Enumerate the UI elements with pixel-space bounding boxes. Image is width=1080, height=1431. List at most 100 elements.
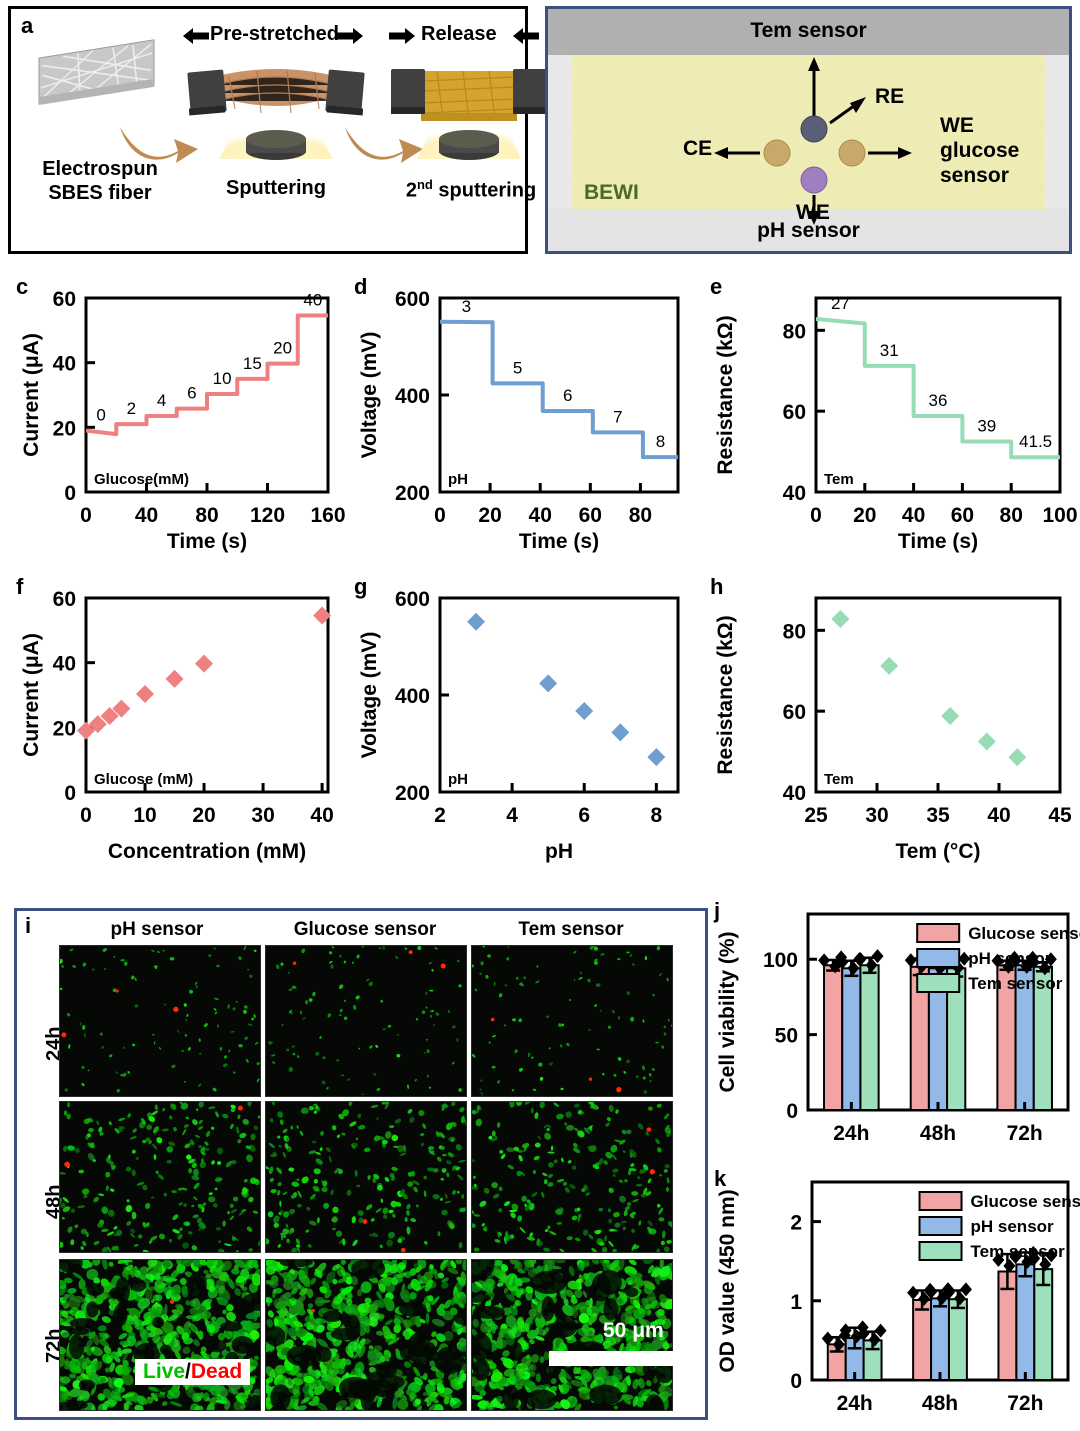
svg-text:Tem (°C): Tem (°C) — [895, 840, 980, 863]
electrospun-fiber-illustration — [38, 39, 155, 106]
panel-k: k 0 1 2 24h 48h 72h Glucose sensor pH sensor Tem … — [712, 1168, 1080, 1426]
panel-j-plot: 0 50 100 24h 48h 72h Glucose sensor pH sensor Te… — [716, 912, 1080, 1145]
svg-text:2: 2 — [434, 804, 446, 827]
svg-text:2: 2 — [790, 1212, 802, 1235]
svg-text:80: 80 — [783, 320, 806, 343]
svg-text:0: 0 — [80, 804, 92, 827]
svg-text:7: 7 — [613, 407, 622, 426]
svg-text:4: 4 — [157, 391, 166, 410]
svg-text:80: 80 — [629, 504, 652, 527]
arrow-right-icon — [337, 28, 363, 44]
svg-text:pH: pH — [545, 840, 573, 863]
svg-text:20: 20 — [53, 417, 76, 440]
svg-text:27: 27 — [831, 294, 850, 313]
bewi-label: BEWI — [584, 181, 639, 204]
panel-c-letter: c — [16, 274, 29, 299]
svg-text:48h: 48h — [922, 1392, 958, 1415]
svg-text:72h: 72h — [1007, 1122, 1043, 1145]
svg-text:Current (μA): Current (μA) — [20, 333, 43, 457]
release-label: Release — [421, 23, 497, 45]
svg-text:20: 20 — [478, 504, 501, 527]
we-glucose-sensor-label: WE glucose sensor — [940, 113, 1060, 189]
svg-text:36: 36 — [929, 391, 948, 410]
svg-text:4: 4 — [506, 804, 518, 827]
panel-f-plot: 0 10 20 30 40 0 20 40 60 Glucose (mM) Concentratio… — [20, 588, 334, 863]
tem-sensor-bar — [548, 9, 1069, 55]
svg-text:400: 400 — [395, 685, 430, 708]
svg-text:0: 0 — [96, 406, 105, 425]
svg-text:pH sensor: pH sensor — [968, 949, 1052, 968]
column-header-glucose: Glucose sensor — [293, 919, 437, 940]
micrograph-24h-2 — [471, 945, 673, 1097]
arrow-left-icon — [183, 28, 209, 44]
svg-text:Glucose sensor: Glucose sensor — [968, 924, 1080, 943]
svg-text:60: 60 — [53, 288, 76, 311]
svg-text:72h: 72h — [1007, 1392, 1043, 1415]
svg-text:Time (s): Time (s) — [519, 530, 599, 553]
svg-text:15: 15 — [243, 354, 262, 373]
svg-text:Glucose sensor: Glucose sensor — [971, 1192, 1080, 1211]
svg-text:40: 40 — [902, 504, 925, 527]
svg-text:40: 40 — [53, 353, 76, 376]
re-label: RE — [875, 85, 905, 108]
svg-text:Current (μA): Current (μA) — [20, 633, 43, 757]
svg-text:30: 30 — [251, 804, 274, 827]
second-sputtering-label: 2nd sputtering — [381, 177, 561, 203]
svg-text:1: 1 — [790, 1291, 802, 1314]
svg-text:40: 40 — [310, 804, 333, 827]
svg-text:0: 0 — [790, 1370, 802, 1393]
pre-stretched-label: Pre-stretched — [210, 23, 339, 45]
svg-text:48h: 48h — [920, 1122, 956, 1145]
svg-text:Resistance (kΩ): Resistance (kΩ) — [714, 615, 737, 774]
scalebar — [549, 1351, 701, 1366]
panel-f-letter: f — [16, 574, 24, 599]
svg-text:Voltage (mV): Voltage (mV) — [358, 332, 381, 459]
svg-text:39: 39 — [977, 416, 996, 435]
panel-c-plot: 0 40 80 120 160 0 20 40 60 0 2 4 6 10 15 20 40 Glucose(mM… — [20, 288, 346, 553]
svg-text:pH: pH — [448, 471, 468, 488]
micrograph-48h-0 — [59, 1101, 261, 1253]
release-label-group: Release — [389, 23, 549, 49]
panel-j: j 0 50 100 24h 48h 72h Glucose sensor pH sensor T… — [712, 900, 1080, 1156]
process-arrow-1-icon — [120, 127, 198, 163]
ph-sensor-label: pH sensor — [757, 219, 860, 242]
electrospun-label-line1: Electrospun — [42, 158, 158, 180]
svg-text:40: 40 — [987, 804, 1010, 827]
svg-text:200: 200 — [395, 482, 430, 505]
panel-i: i pH sensor Glucose sensor Tem sensor 24… — [14, 908, 708, 1420]
micrograph-24h-1 — [265, 945, 467, 1097]
svg-text:100: 100 — [1042, 504, 1077, 527]
svg-text:40: 40 — [783, 482, 806, 505]
svg-text:20: 20 — [192, 804, 215, 827]
svg-text:10: 10 — [213, 369, 232, 388]
micrograph-48h-1 — [265, 1101, 467, 1253]
process-arrow-2-icon — [345, 127, 423, 163]
arrow-right-icon — [389, 28, 415, 44]
svg-text:600: 600 — [395, 288, 430, 311]
we-glucose-line1: WE — [940, 114, 974, 137]
svg-text:0: 0 — [786, 1100, 798, 1123]
svg-text:45: 45 — [1048, 804, 1072, 827]
svg-text:31: 31 — [880, 341, 899, 360]
svg-text:Time (s): Time (s) — [898, 530, 978, 553]
row-label-72h: 72h — [23, 1323, 65, 1363]
we-glucose-line2: glucose — [940, 139, 1020, 163]
svg-text:Resistance (kΩ): Resistance (kΩ) — [714, 315, 737, 474]
svg-text:160: 160 — [310, 504, 345, 527]
electrospun-label: Electrospun SBES fiber — [27, 157, 173, 206]
panel-d-plot: 0 20 40 60 80 200 400 600 3 5 6 7 8 pH Time (s) Voltage… — [358, 288, 680, 553]
pre-stretched-label-group: Pre-stretched — [183, 23, 363, 49]
panel-g: g 2 4 6 8 200 400 600 pH pH Voltage (mV) — [352, 576, 694, 876]
svg-text:20: 20 — [273, 339, 292, 358]
micrograph-72h-0 — [59, 1259, 261, 1411]
column-header-tem: Tem sensor — [518, 919, 624, 940]
svg-text:60: 60 — [579, 504, 602, 527]
svg-text:24h: 24h — [837, 1392, 873, 1415]
micrograph-24h-0 — [59, 945, 261, 1097]
panel-k-plot: 0 1 2 24h 48h 72h Glucose sensor pH sensor Tem s… — [716, 1180, 1080, 1415]
svg-text:35: 35 — [926, 804, 950, 827]
panel-c: c 0 40 80 120 160 0 20 40 60 0 2 4 6 10 15 20 40 Glucose(m… — [14, 274, 346, 566]
svg-text:30: 30 — [865, 804, 888, 827]
svg-text:41.5: 41.5 — [1019, 432, 1052, 451]
svg-text:5: 5 — [513, 358, 522, 377]
